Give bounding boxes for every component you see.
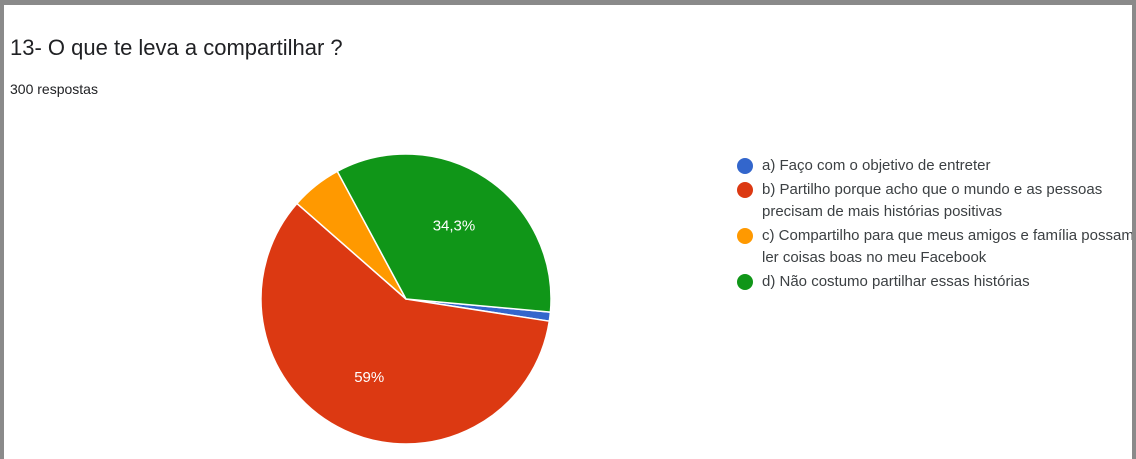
legend-swatch-a xyxy=(737,158,753,174)
pie-slice-b[interactable] xyxy=(260,202,551,445)
legend-item-d[interactable]: d) Não costumo partilhar essas histórias xyxy=(734,271,1132,293)
legend-label-a: a) Faço com o objetivo de entreter xyxy=(762,157,991,174)
legend-swatch-d xyxy=(737,274,753,290)
legend-item-b[interactable]: b) Partilho porque acho que o mundo e as… xyxy=(734,179,1132,223)
chart-title: 13- O que te leva a compartilhar ? xyxy=(10,35,343,60)
pie-slice-d[interactable] xyxy=(336,153,552,313)
chart-legend: a) Faço com o objetivo de entreter b) Pa… xyxy=(734,155,1134,293)
response-count: 300 respostas xyxy=(10,81,98,97)
pie-chart: 59% 34,3% xyxy=(260,153,552,445)
legend-swatch-b xyxy=(737,182,753,198)
legend-label-b: b) Partilho porque acho que o mundo e as… xyxy=(762,181,1103,220)
slice-label-d: 34,3% xyxy=(433,217,476,234)
legend-label-d: d) Não costumo partilhar essas histórias xyxy=(762,273,1030,290)
slice-label-b: 59% xyxy=(354,369,384,386)
legend-swatch-c xyxy=(737,228,753,244)
legend-label-c: c) Compartilho para que meus amigos e fa… xyxy=(762,227,1134,266)
legend-item-c[interactable]: c) Compartilho para que meus amigos e fa… xyxy=(734,225,1134,269)
legend-item-a[interactable]: a) Faço com o objetivo de entreter xyxy=(734,155,1132,177)
